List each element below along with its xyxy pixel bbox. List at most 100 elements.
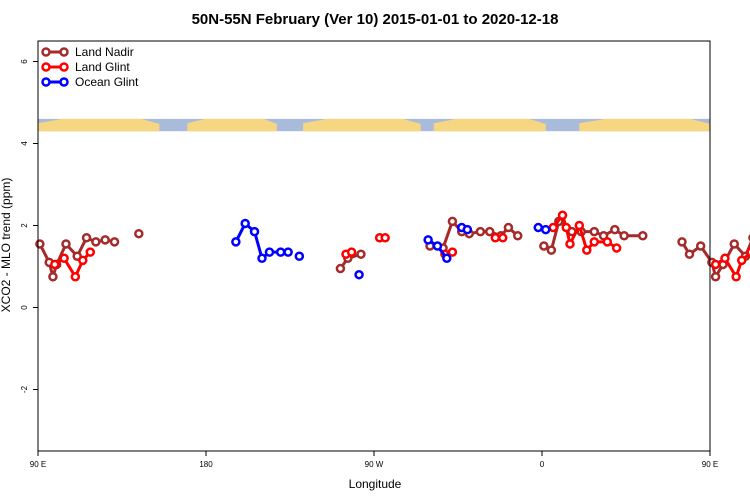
legend-item-land-nadir: Land Nadir (41, 45, 134, 59)
data-point-land-glint (380, 233, 390, 243)
data-point-ocean-glint (354, 269, 364, 280)
data-point-land-glint (59, 253, 69, 264)
data-point-ocean-glint (533, 222, 544, 233)
y-tick-label: 2 (20, 223, 29, 228)
data-point-ocean-glint (249, 226, 260, 237)
data-point-land-glint (746, 247, 750, 257)
series-line-land-nadir (543, 218, 643, 253)
y-axis-label: XCO2 - MLO trend (ppm) (0, 178, 13, 313)
y-tick-label: 4 (20, 141, 29, 146)
data-point-land-nadir (684, 249, 695, 259)
data-point-land-glint (346, 247, 357, 257)
data-point-ocean-glint (275, 247, 286, 257)
legend-label: Land Glint (75, 60, 130, 74)
data-point-land-nadir (100, 235, 110, 245)
data-point-ocean-glint (442, 253, 452, 264)
data-point-land-glint (78, 255, 88, 266)
legend-marker (59, 47, 69, 57)
map-land (433, 118, 546, 132)
y-tick-label: -2 (20, 385, 29, 393)
data-point-land-glint (574, 220, 585, 231)
data-point-land-nadir (61, 239, 71, 249)
x-tick-label: 180 (199, 460, 213, 469)
data-point-ocean-glint (294, 251, 305, 261)
data-point-land-nadir (475, 226, 486, 237)
chart-title: 50N-55N February (Ver 10) 2015-01-01 to … (192, 11, 559, 28)
data-point-land-glint (85, 247, 96, 257)
data-point-land-glint (50, 259, 60, 270)
legend-marker (41, 62, 51, 72)
data-point-land-glint (602, 237, 613, 247)
data-point-land-nadir (335, 263, 346, 274)
data-point-land-nadir (638, 231, 648, 241)
series-line-land-nadir (38, 235, 115, 283)
data-point-land-glint (720, 253, 730, 264)
x-tick-label: 90 E (702, 460, 718, 469)
data-point-land-nadir (91, 237, 101, 247)
data-point-ocean-glint (240, 218, 250, 229)
data-point-ocean-glint (423, 235, 433, 245)
data-point-land-nadir (503, 222, 514, 233)
legend-item-land-glint: Land Glint (41, 60, 130, 74)
map-land (187, 118, 277, 132)
x-tick-label: 0 (540, 460, 545, 469)
data-point-land-nadir (81, 233, 92, 243)
data-point-land-nadir (484, 226, 495, 237)
legend-marker (41, 77, 51, 87)
data-point-ocean-glint (264, 247, 275, 257)
data-point-land-glint (490, 233, 501, 243)
legend-marker (41, 47, 51, 57)
data-point-land-nadir (677, 237, 687, 247)
series-land-glint (50, 210, 750, 282)
data-point-land-nadir (447, 216, 458, 227)
x-axis-label: Longitude (349, 477, 402, 491)
legend-marker (59, 77, 69, 87)
x-tick-label: 90 E (30, 460, 46, 469)
data-point-land-glint (557, 210, 568, 220)
legend-label: Land Nadir (75, 45, 134, 59)
series-line-land-nadir (429, 218, 519, 250)
legend-item-ocean-glint: Ocean Glint (41, 75, 139, 89)
x-tick-label: 90 W (365, 460, 384, 469)
data-point-land-glint (565, 239, 575, 249)
plot-frame (37, 40, 711, 452)
data-point-ocean-glint (540, 224, 551, 235)
data-point-land-glint (731, 272, 741, 282)
data-point-land-nadir (512, 231, 523, 241)
data-point-land-glint (582, 245, 592, 255)
data-point-land-nadir (710, 272, 721, 282)
y-tick-label: 6 (20, 59, 29, 64)
data-point-land-glint (498, 233, 508, 243)
data-point-land-glint (561, 222, 572, 233)
y-tick-label: 0 (20, 305, 29, 310)
map-land (579, 118, 710, 132)
world-map-strip (38, 118, 710, 132)
data-point-ocean-glint (432, 241, 443, 251)
data-point-land-glint (548, 222, 558, 233)
series-layer (35, 210, 750, 283)
data-point-land-glint (70, 272, 81, 282)
data-point-land-nadir (619, 231, 629, 241)
data-point-ocean-glint (283, 247, 293, 257)
axes: 90 E 180 90 W 0 90 E -2 0 2 4 6 (20, 59, 718, 469)
data-point-land-glint (611, 243, 622, 253)
map-land (303, 118, 421, 132)
data-point-land-nadir (35, 239, 45, 249)
map-land (38, 118, 160, 132)
data-point-land-nadir (356, 249, 366, 259)
data-point-land-glint (736, 255, 747, 266)
data-point-land-nadir (134, 228, 144, 239)
data-point-land-nadir (109, 237, 120, 247)
series-ocean-glint (231, 218, 551, 280)
data-point-land-glint (447, 247, 458, 257)
data-point-land-nadir (610, 224, 620, 235)
data-point-land-nadir (546, 245, 557, 255)
data-point-ocean-glint (231, 237, 241, 247)
data-point-land-glint (589, 237, 600, 247)
legend-label: Ocean Glint (75, 75, 139, 89)
legend-marker (59, 62, 69, 72)
data-point-land-nadir (729, 239, 740, 249)
